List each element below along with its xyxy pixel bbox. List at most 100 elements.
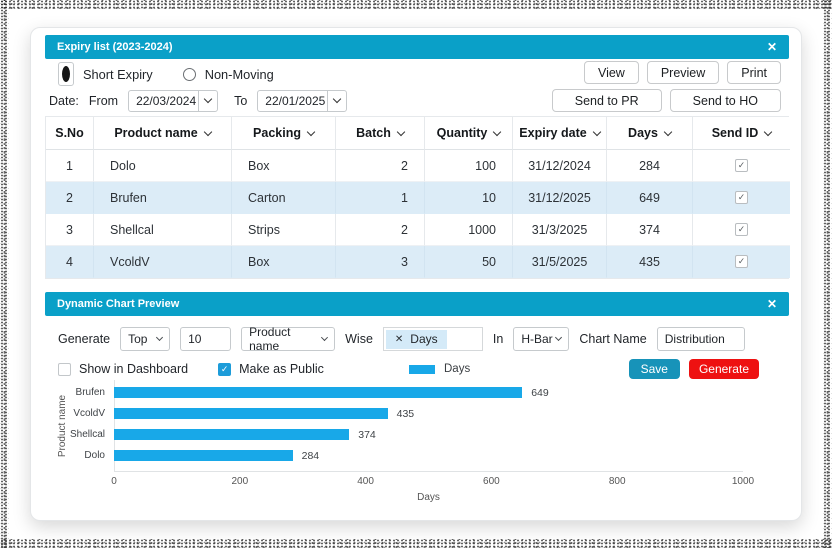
chart-name-input[interactable]: Distribution (656, 327, 745, 351)
bar (114, 408, 388, 419)
generate-label: Generate (58, 332, 111, 346)
expiry-panel-titlebar: Expiry list (2023-2024) ✕ (45, 35, 789, 59)
remove-icon[interactable]: ✕ (394, 333, 404, 345)
x-axis-ticks: 0 200 400 600 800 1000 (111, 476, 754, 488)
chart-bar-row: Shellcal 374 (45, 424, 789, 445)
checkbox-icon (58, 362, 71, 376)
checkbox-checked-icon[interactable]: ✓ (735, 223, 748, 236)
chart-bars: Brufen 649 VcoldV 435 Shellcal 374 Dolo 284 (45, 382, 789, 466)
cell-send-id: ✓ (693, 214, 790, 246)
sort-chevron-icon (592, 127, 601, 137)
column-header-packing[interactable]: Packing (232, 117, 336, 150)
sort-chevron-icon (663, 127, 673, 137)
chart-checkboxes: Show in Dashboard ✓ Make as Public (58, 362, 324, 376)
count-input[interactable]: 10 (180, 327, 232, 351)
chart-legend: Days (409, 363, 470, 375)
legend-swatch (409, 364, 435, 374)
cell: 2 (336, 214, 425, 246)
bar (114, 387, 523, 398)
chart-bar-row: VcoldV 435 (45, 403, 789, 424)
from-label: From (88, 94, 119, 108)
x-tick-label: 0 (111, 476, 117, 487)
print-button[interactable]: Print (727, 61, 781, 84)
chart-options-row: Show in Dashboard ✓ Make as Public Days Sa… (45, 359, 789, 379)
cell-send-id: ✓ (693, 182, 790, 214)
save-button[interactable]: Save (628, 359, 680, 379)
bar (114, 429, 350, 440)
category-label: Shellcal (69, 429, 105, 440)
cell: 649 (607, 182, 693, 214)
checkbox-checked-icon[interactable]: ✓ (735, 255, 748, 268)
chevron-down-icon[interactable] (327, 91, 346, 111)
send-to-ho-button[interactable]: Send to HO (669, 89, 781, 112)
checkbox-checked-icon[interactable]: ✓ (735, 191, 748, 204)
to-label: To (234, 94, 248, 108)
close-icon[interactable]: ✕ (766, 297, 777, 311)
from-date-input[interactable]: 22/03/2024 (128, 90, 219, 112)
cell: Brufen (94, 182, 232, 214)
value-label: 435 (396, 407, 415, 420)
chart-name-label: Chart Name (579, 332, 647, 346)
cell-send-id: ✓ (693, 246, 790, 278)
column-header-batch[interactable]: Batch (336, 117, 425, 150)
x-tick-label: 1000 (731, 476, 755, 487)
category-label: Dolo (84, 450, 105, 461)
chart-bar-row: Brufen 649 (45, 382, 789, 403)
field-select[interactable]: Product name (241, 325, 336, 353)
radio-option-short-expiry[interactable]: Short Expiry (58, 62, 153, 86)
date-filter: Date: From 22/03/2024 To 22/01/2025 (49, 90, 348, 112)
actions-row-2: Send to PR Send to HO (551, 89, 781, 112)
cell: VcoldV (94, 246, 232, 278)
send-to-pr-button[interactable]: Send to PR (551, 89, 662, 112)
sort-chevron-icon (306, 127, 316, 137)
generate-button[interactable]: Generate (688, 359, 759, 379)
cell: Shellcal (94, 214, 232, 246)
top-select[interactable]: Top (120, 327, 171, 351)
wise-chip-label: Days (410, 332, 438, 346)
checkbox-option-make-as-public[interactable]: ✓ Make as Public (218, 362, 324, 376)
view-button[interactable]: View (583, 61, 639, 84)
wise-input[interactable]: ✕ Days (382, 327, 483, 351)
cell: 435 (607, 246, 693, 278)
cell: Strips (232, 214, 336, 246)
column-header-quantity[interactable]: Quantity (425, 117, 513, 150)
close-icon[interactable]: ✕ (766, 40, 777, 54)
cell: 31/5/2025 (513, 246, 607, 278)
chart-bar-row: Dolo 284 (45, 445, 789, 466)
cell: 1 (336, 182, 425, 214)
chevron-down-icon[interactable] (198, 91, 217, 111)
x-tick-label: 600 (483, 476, 500, 487)
checkbox-label: Make as Public (239, 362, 324, 376)
cell: 4 (46, 246, 94, 278)
column-header-s-no: S.No (46, 117, 94, 150)
x-axis-label: Days (417, 492, 440, 503)
checkbox-option-show-in-dashboard[interactable]: Show in Dashboard (58, 362, 188, 376)
column-header-product-name[interactable]: Product name (94, 117, 232, 150)
chart-controls: Generate Top 10 Product name Wise ✕ Days… (45, 325, 789, 353)
preview-button[interactable]: Preview (646, 61, 720, 84)
cell: 2 (46, 182, 94, 214)
value-label: 284 (301, 449, 320, 462)
to-date-input[interactable]: 22/01/2025 (257, 90, 348, 112)
chart-type-select[interactable]: H-Bar (513, 327, 570, 351)
column-header-expiry-date[interactable]: Expiry date (513, 117, 607, 150)
chart-panel-title: Dynamic Chart Preview (57, 298, 180, 310)
decorative-border (0, 539, 832, 548)
top-select-value: Top (128, 332, 148, 346)
checkbox-checked-icon[interactable]: ✓ (735, 159, 748, 172)
cell: 1000 (425, 214, 513, 246)
chart: Product name Brufen 649 VcoldV 435 Shellcal 3… (45, 380, 789, 508)
bar (114, 450, 293, 461)
cell: 2 (336, 150, 425, 182)
column-header-send-id[interactable]: Send ID (693, 117, 790, 150)
expiry-table: S.No Product name Packing Batch Quantity Expi… (45, 116, 790, 279)
cell: Dolo (94, 150, 232, 182)
decorative-border (0, 0, 832, 9)
legend-label: Days (444, 363, 471, 375)
chevron-down-icon (555, 333, 563, 341)
radio-option-non-moving[interactable]: Non-Moving (182, 67, 274, 82)
cell: 31/12/2024 (513, 150, 607, 182)
sort-chevron-icon (493, 127, 502, 137)
value-label: 649 (531, 386, 549, 399)
column-header-days[interactable]: Days (607, 117, 693, 150)
